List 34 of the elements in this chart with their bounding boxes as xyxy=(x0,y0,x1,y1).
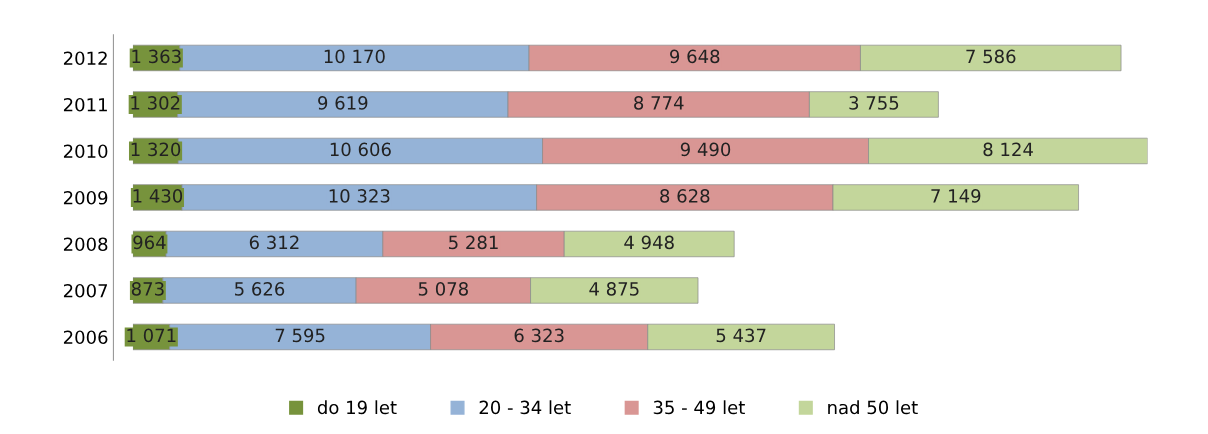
data-label: 10 323 xyxy=(329,189,390,203)
y-tick-label: 2012 xyxy=(63,51,107,66)
data-label: 8 774 xyxy=(634,96,684,110)
data-label: 3 755 xyxy=(849,96,899,110)
legend-label: 20 - 34 let xyxy=(479,400,571,415)
data-label: 8 124 xyxy=(983,142,1033,157)
legend-label: 35 - 49 let xyxy=(653,400,745,415)
data-label: 4 875 xyxy=(589,282,639,296)
legend-label: do 19 let xyxy=(317,400,397,415)
data-label: 7 586 xyxy=(966,49,1016,64)
data-label: 8 628 xyxy=(660,189,710,203)
data-label: 9 648 xyxy=(670,49,720,64)
y-tick-label: 2008 xyxy=(63,237,108,252)
data-label: 964 xyxy=(133,235,166,250)
data-label: 5 626 xyxy=(235,282,285,296)
y-tick-label: 2011 xyxy=(63,97,107,112)
y-tick-label: 2007 xyxy=(63,283,108,298)
data-label: 5 078 xyxy=(418,282,468,296)
data-label: 1 430 xyxy=(133,189,183,203)
data-label: 7 595 xyxy=(275,328,325,343)
data-label: 6 312 xyxy=(249,235,299,250)
y-tick-label: 2006 xyxy=(63,330,108,345)
data-label: 5 281 xyxy=(449,235,498,250)
y-tick-label: 2010 xyxy=(63,144,108,159)
data-label: 6 323 xyxy=(514,328,564,343)
data-label: 7 149 xyxy=(931,189,981,203)
data-label: 10 606 xyxy=(330,142,391,157)
data-label: 9 490 xyxy=(680,142,731,157)
y-tick-label: 2009 xyxy=(63,190,108,205)
data-label: 5 437 xyxy=(716,328,766,343)
data-label: 4 948 xyxy=(624,235,674,250)
data-label: 10 170 xyxy=(324,49,385,64)
data-label: 9 619 xyxy=(318,96,368,110)
legend-label: nad 50 let xyxy=(828,400,918,415)
